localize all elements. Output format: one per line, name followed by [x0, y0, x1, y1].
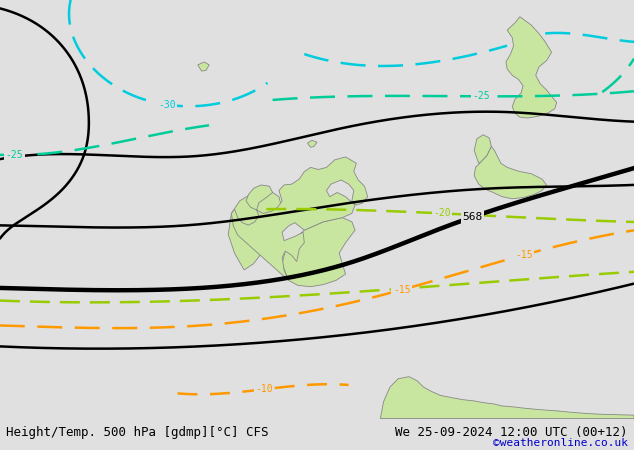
Text: -20: -20 — [433, 208, 451, 218]
Text: -30: -30 — [158, 99, 176, 110]
Text: 568: 568 — [462, 212, 482, 222]
Text: -15: -15 — [515, 250, 533, 260]
Polygon shape — [228, 190, 282, 270]
Polygon shape — [506, 17, 557, 118]
Polygon shape — [307, 140, 317, 147]
Text: -25: -25 — [473, 91, 490, 101]
Polygon shape — [198, 62, 209, 71]
Polygon shape — [282, 218, 355, 287]
Text: ©weatheronline.co.uk: ©weatheronline.co.uk — [493, 438, 628, 448]
Polygon shape — [474, 135, 491, 163]
Text: Height/Temp. 500 hPa [gdmp][°C] CFS: Height/Temp. 500 hPa [gdmp][°C] CFS — [6, 426, 269, 439]
Text: -10: -10 — [256, 384, 273, 394]
Text: We 25-09-2024 12:00 UTC (00+12): We 25-09-2024 12:00 UTC (00+12) — [395, 426, 628, 439]
Polygon shape — [474, 146, 547, 199]
Polygon shape — [231, 157, 368, 280]
Polygon shape — [380, 377, 634, 418]
Text: -15: -15 — [393, 285, 411, 295]
Text: -25: -25 — [6, 150, 23, 160]
